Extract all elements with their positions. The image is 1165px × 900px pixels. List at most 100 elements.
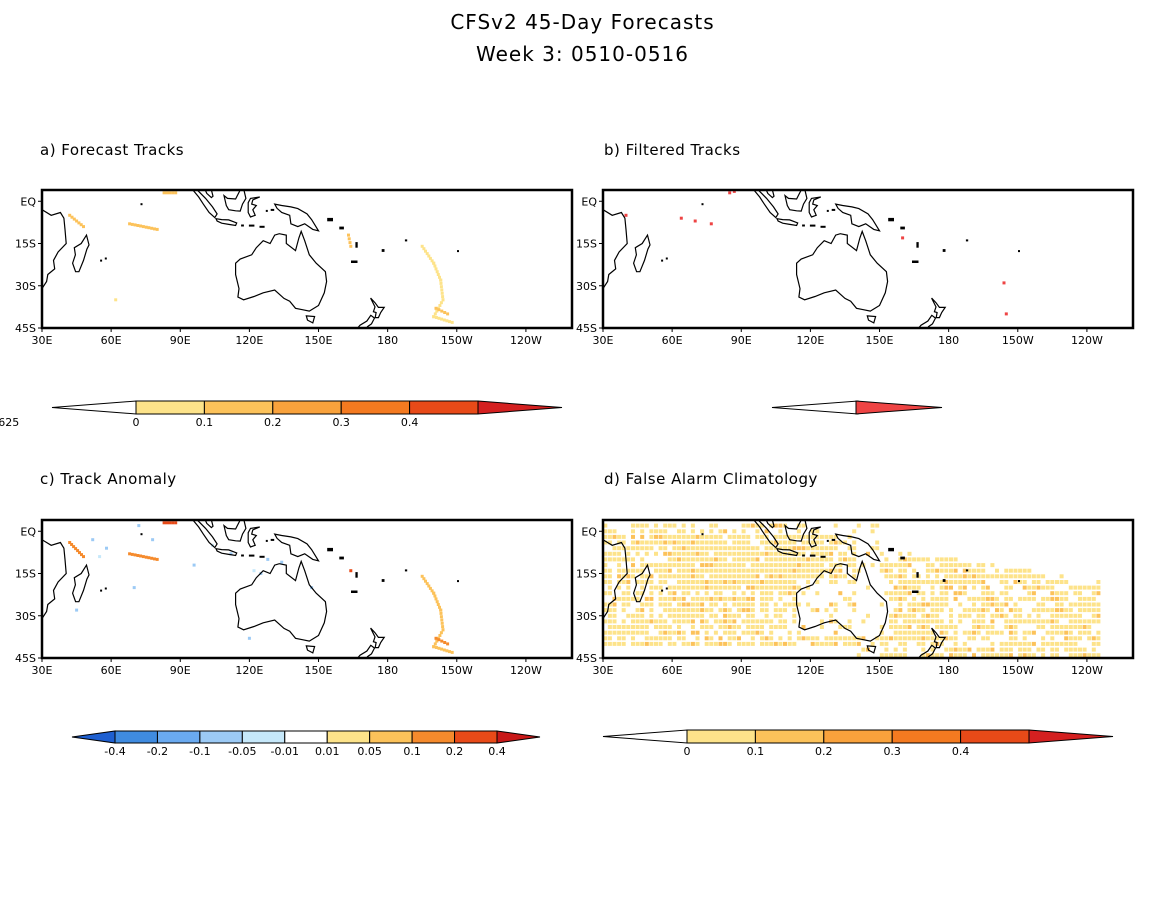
track-cell: [769, 551, 774, 556]
track-cell: [1050, 647, 1055, 652]
track-cell: [750, 636, 755, 641]
track-cell: [435, 309, 439, 313]
track-cell: [704, 636, 709, 641]
track-cell: [787, 591, 792, 596]
track-cell: [679, 216, 683, 220]
track-cell: [690, 619, 695, 624]
track-cell: [958, 647, 963, 652]
track-cell: [755, 568, 760, 573]
island: [351, 260, 358, 263]
track-cell: [435, 639, 439, 643]
track-cell: [171, 191, 175, 195]
track-cell: [635, 546, 640, 551]
track-cell: [607, 534, 612, 539]
track-cell: [718, 608, 723, 613]
track-cell: [439, 615, 443, 619]
track-cell: [649, 608, 654, 613]
track-cell: [769, 585, 774, 590]
coastline-tasmania: [866, 315, 877, 324]
track-cell: [681, 591, 686, 596]
track-cell: [939, 608, 944, 613]
track-cell: [621, 636, 626, 641]
track-cell: [750, 523, 755, 528]
track-cell: [728, 191, 732, 195]
track-cell: [976, 568, 981, 573]
track-cell: [607, 557, 612, 562]
track-cell: [902, 591, 907, 596]
track-cell: [985, 625, 990, 629]
track-cell: [658, 529, 663, 534]
lon-label: 60E: [101, 334, 122, 347]
track-cell: [441, 295, 445, 299]
lon-label: 60E: [101, 664, 122, 677]
track-cell: [962, 568, 967, 573]
coastline-australia: [235, 229, 328, 312]
track-cell: [1078, 647, 1082, 652]
track-cell: [136, 224, 140, 227]
track-cell: [1004, 596, 1009, 601]
coastline-madagascar: [632, 563, 651, 603]
track-cell: [672, 546, 677, 551]
track-cell: [1091, 647, 1096, 652]
track-cell: [82, 225, 85, 229]
track-cell: [879, 653, 884, 658]
track-cell: [690, 546, 695, 551]
track-cell: [1055, 647, 1059, 652]
track-cell: [686, 619, 691, 624]
track-cell: [912, 574, 917, 579]
track-cell: [422, 577, 426, 581]
coastline-tasmania: [866, 645, 877, 654]
track-cell: [663, 630, 668, 635]
track-cell: [425, 252, 429, 256]
track-cell: [621, 591, 626, 596]
track-cell: [1041, 574, 1046, 579]
track-cell: [1087, 636, 1092, 641]
track-cell: [773, 608, 778, 613]
track-cell: [617, 534, 622, 539]
track-cell: [990, 563, 995, 568]
track-cell: [1096, 591, 1101, 596]
island: [381, 249, 385, 252]
track-cell: [879, 630, 884, 635]
lon-label: 120E: [235, 664, 263, 677]
track-cell: [1073, 641, 1078, 646]
track-cell: [967, 580, 972, 584]
track-cell: [644, 546, 649, 551]
track-cell: [607, 625, 612, 629]
track-cell: [893, 636, 898, 641]
track-cell: [935, 557, 940, 562]
track-cell: [819, 568, 824, 573]
track-cell: [750, 591, 755, 596]
track-cell: [898, 630, 903, 635]
track-cell: [760, 596, 764, 601]
track-cell: [672, 563, 677, 568]
track-cell: [944, 602, 949, 607]
track-cell: [1041, 602, 1046, 607]
track-cell: [737, 580, 741, 584]
track-cell: [437, 308, 441, 312]
colorbar-label: 0: [684, 745, 691, 758]
track-cell: [902, 641, 907, 646]
track-cell: [801, 557, 806, 562]
track-cell: [437, 638, 441, 642]
track-cell: [607, 608, 612, 613]
track-cell: [713, 534, 718, 539]
track-cell: [833, 568, 838, 573]
panel-a-label: a) Forecast Tracks: [40, 141, 185, 159]
track-cell: [939, 563, 944, 568]
track-cell: [893, 625, 898, 629]
track-cell: [760, 591, 764, 596]
track-cell: [773, 580, 778, 584]
colorbar-end-low: [602, 729, 688, 744]
track-cell: [704, 540, 709, 545]
track-cell: [621, 641, 626, 646]
track-cell: [879, 602, 884, 607]
track-cell: [165, 191, 169, 195]
track-cell: [709, 596, 714, 601]
track-cell: [778, 523, 783, 528]
track-cell: [1050, 613, 1055, 618]
track-cell: [617, 557, 622, 562]
track-cell: [640, 540, 645, 545]
track-cell: [1064, 613, 1069, 618]
track-cell: [649, 585, 654, 590]
